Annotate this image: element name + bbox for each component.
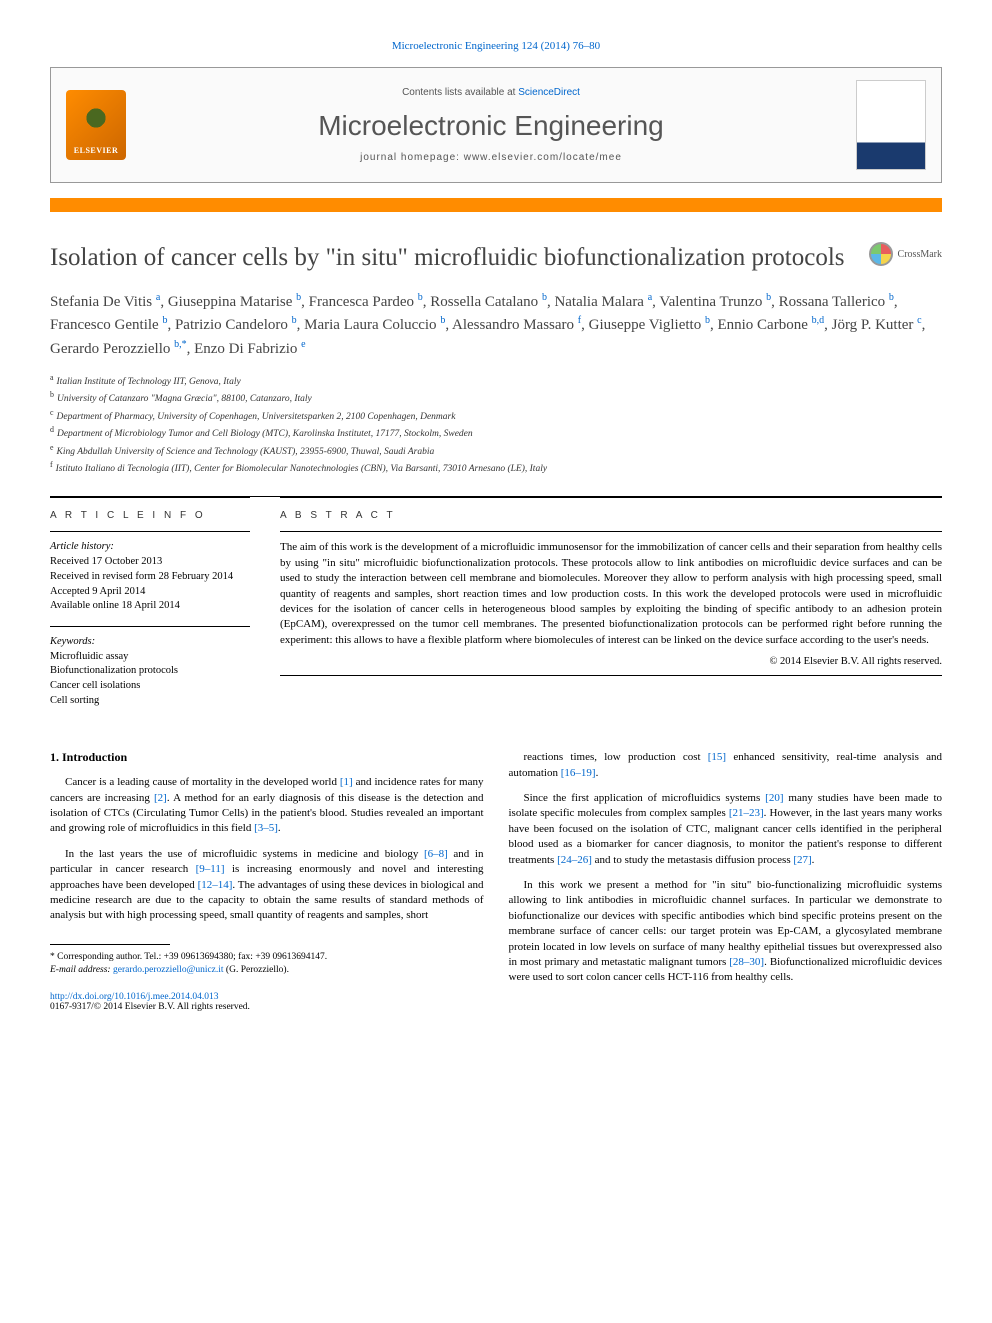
affiliation-item: bUniversity of Catanzaro "Magna Græcia",…: [50, 389, 942, 406]
abstract-copyright: © 2014 Elsevier B.V. All rights reserved…: [280, 656, 942, 667]
keywords-label: Keywords:: [50, 635, 250, 650]
keyword-item: Biofunctionalization protocols: [50, 664, 250, 679]
doi-link[interactable]: http://dx.doi.org/10.1016/j.mee.2014.04.…: [50, 992, 484, 1002]
history-item: Received 17 October 2013: [50, 555, 250, 570]
sciencedirect-link[interactable]: ScienceDirect: [518, 87, 580, 98]
citation-link[interactable]: [12–14]: [198, 879, 233, 891]
issn-copyright: 0167-9317/© 2014 Elsevier B.V. All right…: [50, 1002, 484, 1012]
body-paragraph: Since the first application of microflui…: [509, 791, 943, 868]
keyword-item: Microfluidic assay: [50, 650, 250, 665]
affiliation-item: cDepartment of Pharmacy, University of C…: [50, 407, 942, 424]
affiliation-item: dDepartment of Microbiology Tumor and Ce…: [50, 424, 942, 441]
footnote-separator: [50, 944, 170, 945]
citation-link[interactable]: [9–11]: [196, 863, 225, 875]
crossmark-icon: [869, 242, 893, 266]
body-paragraph: In the last years the use of microfluidi…: [50, 847, 484, 924]
corresponding-author: * Corresponding author. Tel.: +39 096136…: [50, 951, 484, 964]
crossmark-label: CrossMark: [898, 249, 942, 260]
citation-link[interactable]: [15]: [708, 751, 726, 763]
keyword-item: Cell sorting: [50, 694, 250, 709]
crossmark-badge[interactable]: CrossMark: [869, 242, 942, 266]
corresponding-email[interactable]: gerardo.perozziello@unicz.it: [113, 965, 224, 975]
journal-header: ELSEVIER Contents lists available at Sci…: [50, 67, 942, 183]
citation-link[interactable]: [24–26]: [557, 854, 592, 866]
affiliation-item: eKing Abdullah University of Science and…: [50, 442, 942, 459]
history-item: Received in revised form 28 February 201…: [50, 570, 250, 585]
email-suffix: (G. Perozziello).: [224, 965, 289, 975]
affiliation-item: aItalian Institute of Technology IIT, Ge…: [50, 372, 942, 389]
email-label: E-mail address:: [50, 965, 111, 975]
header-reference[interactable]: Microelectronic Engineering 124 (2014) 7…: [50, 40, 942, 52]
abstract-heading: A B S T R A C T: [280, 510, 942, 521]
right-column: reactions times, low production cost [15…: [509, 750, 943, 1012]
affiliation-item: fIstituto Italiano di Tecnologia (IIT), …: [50, 459, 942, 476]
citation-link[interactable]: [27]: [793, 854, 811, 866]
citation-link[interactable]: [28–30]: [729, 956, 764, 968]
journal-title: Microelectronic Engineering: [126, 110, 856, 142]
body-paragraph: Cancer is a leading cause of mortality i…: [50, 775, 484, 837]
section-1-heading: 1. Introduction: [50, 750, 484, 765]
email-line: E-mail address: gerardo.perozziello@unic…: [50, 964, 484, 977]
citation-link[interactable]: [21–23]: [729, 807, 764, 819]
publisher-name: ELSEVIER: [74, 146, 118, 155]
journal-homepage: journal homepage: www.elsevier.com/locat…: [126, 152, 856, 163]
contents-prefix: Contents lists available at: [402, 87, 518, 98]
contents-available: Contents lists available at ScienceDirec…: [126, 87, 856, 98]
citation-link[interactable]: [2]: [154, 792, 167, 804]
citation-link[interactable]: [16–19]: [561, 767, 596, 779]
homepage-prefix: journal homepage:: [360, 152, 464, 163]
history-item: Accepted 9 April 2014: [50, 585, 250, 600]
body-paragraph: In this work we present a method for "in…: [509, 878, 943, 986]
affiliations-list: aItalian Institute of Technology IIT, Ge…: [50, 372, 942, 476]
elsevier-logo[interactable]: ELSEVIER: [66, 90, 126, 160]
authors-list: Stefania De Vitis a, Giuseppina Matarise…: [50, 290, 942, 361]
abstract-column: A B S T R A C T The aim of this work is …: [280, 497, 942, 720]
homepage-url[interactable]: www.elsevier.com/locate/mee: [464, 152, 622, 163]
journal-cover-thumbnail[interactable]: [856, 80, 926, 170]
citation-link[interactable]: [3–5]: [254, 822, 278, 834]
article-info-sidebar: A R T I C L E I N F O Article history: R…: [50, 497, 250, 720]
left-column: 1. Introduction Cancer is a leading caus…: [50, 750, 484, 1012]
article-info-heading: A R T I C L E I N F O: [50, 510, 250, 521]
abstract-text: The aim of this work is the development …: [280, 540, 942, 648]
citation-link[interactable]: [1]: [340, 776, 353, 788]
keyword-item: Cancer cell isolations: [50, 679, 250, 694]
body-paragraph: reactions times, low production cost [15…: [509, 750, 943, 781]
history-item: Available online 18 April 2014: [50, 599, 250, 614]
article-title: Isolation of cancer cells by "in situ" m…: [50, 242, 854, 275]
history-label: Article history:: [50, 540, 250, 555]
orange-divider: [50, 198, 942, 212]
citation-link[interactable]: [20]: [765, 792, 783, 804]
body-content: 1. Introduction Cancer is a leading caus…: [50, 750, 942, 1012]
citation-link[interactable]: [6–8]: [424, 848, 448, 860]
